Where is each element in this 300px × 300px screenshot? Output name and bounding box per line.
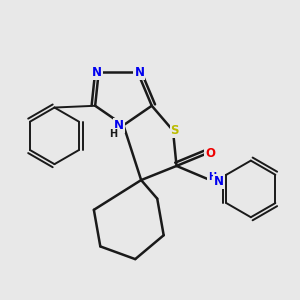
Text: N: N (134, 66, 144, 79)
Text: N: N (92, 66, 102, 79)
Text: N: N (114, 119, 124, 132)
Text: H: H (109, 129, 117, 139)
Text: H: H (208, 172, 216, 182)
Text: S: S (170, 124, 179, 137)
Text: N: N (214, 175, 224, 188)
Text: O: O (205, 147, 215, 160)
